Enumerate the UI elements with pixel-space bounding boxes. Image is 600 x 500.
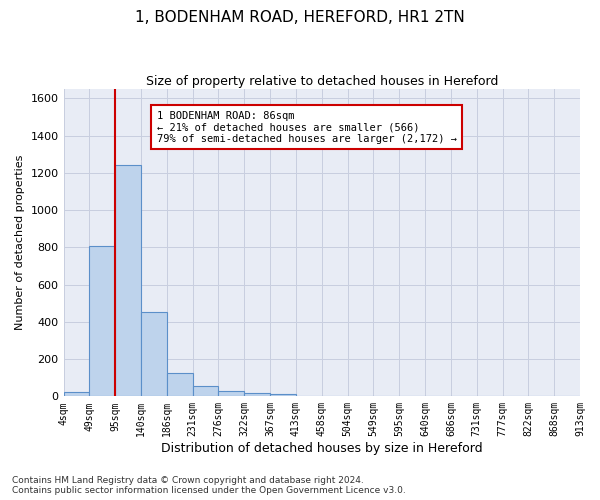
Bar — [115, 164, 141, 396]
X-axis label: Distribution of detached houses by size in Hereford: Distribution of detached houses by size … — [161, 442, 482, 455]
Title: Size of property relative to detached houses in Hereford: Size of property relative to detached ho… — [146, 75, 498, 88]
Bar — [218, 392, 244, 396]
Text: Contains HM Land Registry data © Crown copyright and database right 2024.
Contai: Contains HM Land Registry data © Crown c… — [12, 476, 406, 495]
Bar — [64, 392, 89, 396]
Bar — [244, 393, 270, 396]
Bar — [193, 386, 218, 396]
Y-axis label: Number of detached properties: Number of detached properties — [15, 155, 25, 330]
Bar — [167, 373, 193, 396]
Text: 1, BODENHAM ROAD, HEREFORD, HR1 2TN: 1, BODENHAM ROAD, HEREFORD, HR1 2TN — [135, 10, 465, 25]
Bar — [89, 246, 115, 396]
Text: 1 BODENHAM ROAD: 86sqm
← 21% of detached houses are smaller (566)
79% of semi-de: 1 BODENHAM ROAD: 86sqm ← 21% of detached… — [157, 110, 457, 144]
Bar — [270, 394, 296, 396]
Bar — [141, 312, 167, 396]
